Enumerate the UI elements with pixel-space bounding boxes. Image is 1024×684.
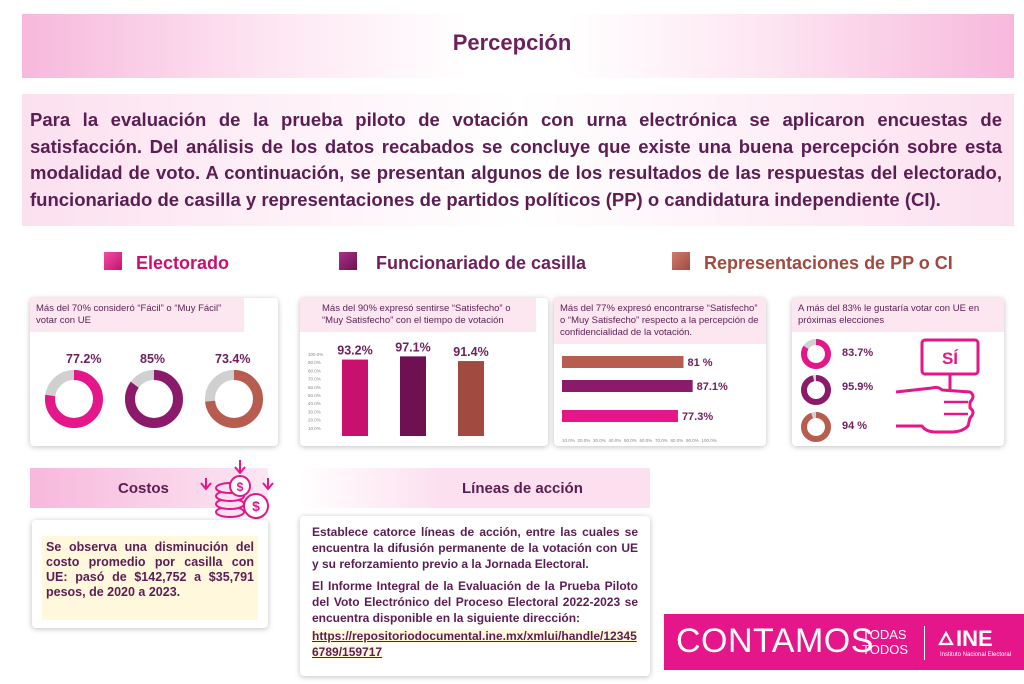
bar: [562, 410, 678, 422]
sign-text: SÍ: [942, 349, 959, 368]
donut-value-electorado: 83.7%: [842, 347, 874, 359]
axis-tick-label: 20.0%: [578, 438, 591, 443]
donut-segment: [801, 375, 831, 405]
legend-swatch-funcionariado: [339, 252, 357, 270]
coins-icon: $ $: [200, 460, 274, 519]
bar-value-label: 91.4%: [453, 345, 488, 359]
donut-value-funcionariado: 85%: [140, 352, 166, 366]
legend-swatch-electorado: [104, 252, 122, 270]
bar-value-label: 77.3%: [682, 411, 713, 423]
action-lines-title: Líneas de acción: [462, 480, 583, 497]
donut-segment: [801, 412, 831, 442]
bar: [400, 356, 426, 436]
coin-symbol: $: [252, 498, 260, 514]
donut-value-funcionariado: 95.9%: [842, 381, 874, 393]
legend-swatch-representaciones: [672, 252, 690, 270]
card-heading: A más del 83% le gustaría votar con UE e…: [792, 298, 1004, 332]
donut-value-representaciones: 94 %: [842, 420, 868, 432]
axis-tick-label: 80.0%: [671, 438, 684, 443]
donut-value-representaciones: 73.4%: [215, 352, 251, 366]
action-lines-paragraph: Establece catorce líneas de acción, entr…: [312, 525, 638, 571]
bar: [562, 356, 684, 368]
brand-banner: [664, 614, 1024, 670]
bar: [342, 359, 368, 436]
costs-title: Costos: [118, 480, 169, 497]
bar-value-label: 87.1%: [697, 381, 728, 393]
card-heading: Más del 77% expresó encontrarse “Satisfe…: [554, 298, 766, 344]
bar-value-label: 81 %: [688, 357, 713, 369]
coin-symbol: $: [237, 480, 244, 494]
axis-tick-label: 10.0%: [562, 438, 575, 443]
axis-tick-label: 30.0%: [308, 409, 321, 414]
axis-tick-label: 90.0%: [686, 438, 699, 443]
legend-label-electorado: Electorado: [136, 253, 230, 273]
brand-slogan: CONTAMOS: [676, 622, 874, 660]
donut-value-electorado: 77.2%: [66, 352, 102, 366]
axis-tick-label: 40.0%: [308, 401, 321, 406]
axis-tick-label: 100.0%: [308, 352, 323, 357]
ine-logo-icon: [938, 630, 954, 646]
bar: [562, 380, 693, 392]
brand-slogan-small: TODOS: [862, 642, 908, 657]
bar-chart-confidentiality: 81 % 87.1% 77.3% 10.0% 20.0% 30.0% 40.0% 50.0% 6…: [562, 356, 728, 443]
brand-divider: [924, 626, 925, 660]
axis-tick-label: 90.0%: [308, 360, 321, 365]
brand-logo: INE: [956, 626, 993, 651]
axis-tick-label: 70.0%: [308, 377, 321, 382]
hand-holding-sign-icon: SÍ: [895, 338, 980, 434]
brand-slogan-small: TODAS: [862, 627, 907, 642]
page-title: Percepción: [452, 30, 572, 55]
legend-label-funcionariado: Funcionariado de casilla: [376, 253, 587, 273]
intro-text: Para la evaluación de la prueba piloto d…: [30, 109, 1002, 210]
card-heading: Más del 90% expresó sentirse “Satisfecho…: [300, 298, 536, 332]
legend-label-representaciones: Representaciones de PP o CI: [704, 253, 953, 273]
intro-box: [22, 94, 1014, 226]
title-band: [22, 14, 1014, 78]
axis-tick-label: 60.0%: [640, 438, 653, 443]
report-link[interactable]: https://repositoriodocumental.ine.mx/xml…: [312, 629, 637, 659]
axis-tick-label: 70.0%: [655, 438, 668, 443]
donut-segment: [801, 339, 831, 369]
axis-tick-label: 40.0%: [609, 438, 622, 443]
brand-logo-subtitle: Instituto Nacional Electoral: [940, 652, 1012, 658]
card-heading: Más del 70% consideró “Fácil” o “Muy Fác…: [30, 298, 244, 332]
donut-chart-ease: [45, 370, 263, 428]
donut-segment: [205, 370, 263, 428]
donut-chart-future: [801, 339, 831, 442]
action-lines-paragraph: El Informe Integral de la Evaluación de …: [312, 579, 638, 625]
axis-tick-label: 10.0%: [308, 426, 321, 431]
bar-value-label: 93.2%: [337, 344, 372, 358]
bar-value-label: 97.1%: [395, 342, 430, 354]
axis-tick-label: 60.0%: [308, 385, 321, 390]
action-lines-text: Establece catorce líneas de acción, entr…: [312, 524, 638, 666]
axis-tick-label: 20.0%: [308, 418, 321, 423]
donut-segment: [45, 370, 103, 428]
axis-tick-label: 50.0%: [308, 393, 321, 398]
bar-chart-voting-time: 100.0% 90.0% 80.0% 70.0% 60.0% 50.0% 40.0% 30.0…: [308, 342, 489, 436]
axis-tick-label: 80.0%: [308, 368, 321, 373]
costs-text: Se observa una disminución del costo pro…: [42, 536, 258, 620]
bar: [458, 361, 484, 436]
axis-tick-label: 100.0%: [702, 438, 717, 443]
axis-tick-label: 30.0%: [593, 438, 606, 443]
action-lines-band: [300, 468, 650, 508]
axis-tick-label: 50.0%: [624, 438, 637, 443]
donut-segment: [125, 370, 183, 428]
